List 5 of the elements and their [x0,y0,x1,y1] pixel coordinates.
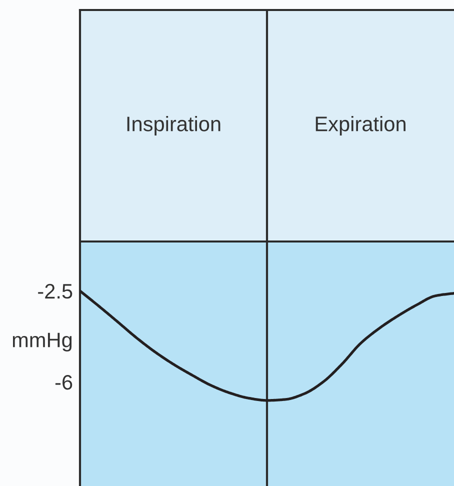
y-tick-label: -2.5 [38,284,72,299]
y-tick-label: -6 [55,374,72,390]
annotation: Inspiration [127,116,220,136]
annotation: Expiration [316,116,406,136]
y-axis-title: mmHg [12,332,72,352]
